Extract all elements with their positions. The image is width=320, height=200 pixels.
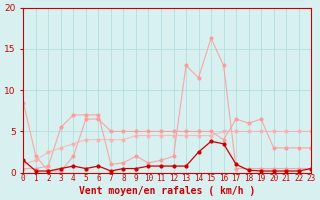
X-axis label: Vent moyen/en rafales ( km/h ): Vent moyen/en rafales ( km/h ) [79, 186, 255, 196]
